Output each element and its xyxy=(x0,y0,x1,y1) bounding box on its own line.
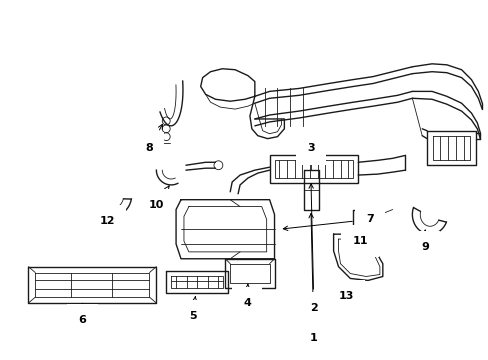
Text: 4: 4 xyxy=(243,284,250,308)
Text: 13: 13 xyxy=(338,284,353,301)
Text: 6: 6 xyxy=(79,303,86,325)
Bar xyxy=(269,156,358,183)
Text: 8: 8 xyxy=(145,124,162,153)
Text: 2: 2 xyxy=(308,184,317,313)
Text: 7: 7 xyxy=(283,215,373,230)
Text: 9: 9 xyxy=(420,230,428,252)
Text: 10: 10 xyxy=(148,186,169,210)
Text: 11: 11 xyxy=(352,231,367,246)
Text: 12: 12 xyxy=(99,211,115,226)
Bar xyxy=(274,160,352,178)
Text: 5: 5 xyxy=(188,297,197,321)
Text: 1: 1 xyxy=(308,213,317,342)
Text: 3: 3 xyxy=(306,144,314,153)
